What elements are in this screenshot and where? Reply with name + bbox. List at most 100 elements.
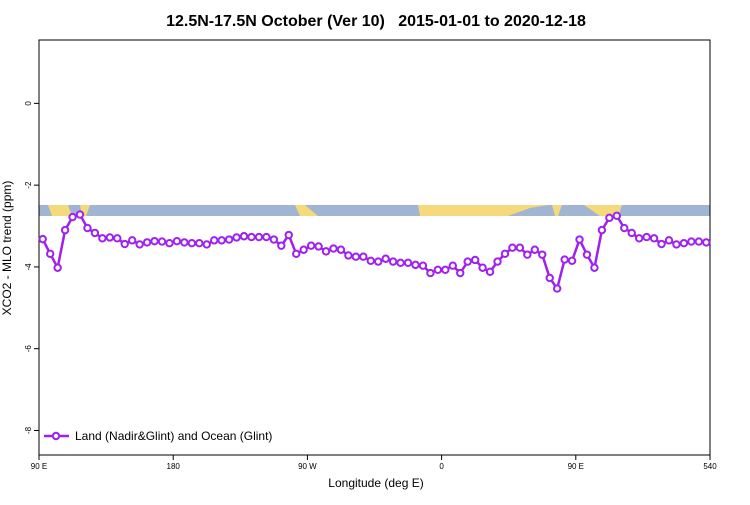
data-point — [605, 213, 614, 223]
data-point — [157, 237, 167, 246]
data-point — [433, 265, 443, 274]
data-point — [441, 265, 450, 274]
data-point — [239, 232, 249, 241]
data-point — [113, 234, 122, 243]
x-tick-label: 180 — [167, 462, 181, 471]
data-point — [351, 252, 361, 261]
data-point — [396, 258, 405, 268]
data-point — [590, 263, 599, 272]
data-point — [702, 238, 711, 247]
data-point — [217, 236, 226, 245]
data-point — [388, 257, 398, 266]
data-point — [575, 235, 584, 244]
y-tick-label: -6 — [24, 345, 33, 353]
x-tick-label: 540 — [703, 462, 717, 471]
data-point — [381, 254, 390, 263]
x-tick-label: 90 W — [298, 462, 317, 471]
data-point — [672, 240, 681, 249]
data-point — [83, 223, 92, 233]
data-point — [403, 258, 413, 268]
data-point — [127, 236, 137, 245]
data-point — [45, 249, 55, 259]
series-line — [41, 213, 707, 292]
data-point — [649, 234, 659, 243]
data-point — [538, 250, 547, 259]
data-point — [247, 232, 256, 242]
data-point — [172, 236, 182, 246]
plot-frame — [38, 39, 711, 456]
data-point — [306, 241, 316, 250]
data-point — [165, 239, 174, 248]
legend-label: Land (Nadir&Glint) and Ocean (Glint) — [75, 429, 272, 443]
y-tick-label: -4 — [24, 263, 33, 271]
data-point — [299, 245, 308, 254]
data-point — [187, 239, 197, 248]
data-point — [493, 257, 502, 266]
data-point — [60, 225, 70, 235]
land-ocean-strip — [39, 205, 710, 216]
data-point — [90, 228, 100, 238]
data-point — [426, 268, 435, 278]
data-point — [366, 256, 375, 265]
data-point — [694, 237, 704, 246]
data-point — [98, 234, 107, 243]
data-point — [262, 232, 271, 242]
data-point — [284, 230, 293, 240]
data-point — [500, 249, 510, 259]
data-point — [321, 247, 331, 256]
data-point — [210, 236, 219, 245]
data-point — [627, 228, 636, 238]
data-point — [545, 273, 554, 283]
chart-title: 12.5N-17.5N October (Ver 10) 2015-01-01 … — [166, 13, 586, 30]
data-point — [478, 263, 487, 272]
x-tick-label: 0 — [439, 462, 444, 471]
legend-marker — [51, 431, 61, 441]
data-point — [448, 261, 457, 270]
y-tick-label: -2 — [24, 181, 33, 189]
data-point — [277, 241, 286, 250]
data-point — [456, 268, 465, 278]
data-point — [485, 267, 495, 277]
x-tick-label: 90 E — [31, 462, 47, 471]
data-point — [470, 255, 480, 265]
data-point — [359, 252, 368, 261]
data-point — [232, 233, 241, 242]
data-point — [38, 234, 47, 244]
y-tick-label: -8 — [24, 426, 33, 434]
data-point — [254, 232, 264, 242]
data-point — [418, 261, 428, 270]
data-point — [463, 257, 472, 266]
data-point — [195, 239, 204, 248]
data-point — [202, 240, 211, 249]
data-point — [269, 235, 279, 244]
data-point — [180, 238, 189, 247]
data-point — [120, 239, 129, 249]
data-point — [567, 256, 577, 265]
data-point — [508, 243, 517, 252]
data-point — [552, 284, 562, 293]
data-point — [664, 236, 674, 245]
data-point — [135, 240, 144, 249]
data-point — [657, 239, 666, 249]
data-point — [336, 245, 346, 254]
data-point — [687, 237, 696, 246]
data-point — [612, 211, 622, 221]
data-point — [515, 243, 525, 252]
data-point — [292, 249, 301, 259]
data-point — [329, 244, 338, 253]
data-point — [523, 250, 532, 259]
data-point — [530, 245, 539, 254]
data-point — [679, 239, 689, 248]
data-point — [75, 210, 85, 219]
data-point — [150, 236, 159, 246]
data-point — [344, 251, 353, 260]
data-point — [53, 263, 62, 272]
data-point — [620, 223, 629, 233]
data-point — [105, 233, 115, 242]
y-tick-label: 0 — [24, 101, 33, 106]
data-point — [582, 250, 592, 259]
data-point — [314, 242, 323, 251]
data-point — [642, 232, 651, 242]
data-point — [560, 255, 569, 264]
